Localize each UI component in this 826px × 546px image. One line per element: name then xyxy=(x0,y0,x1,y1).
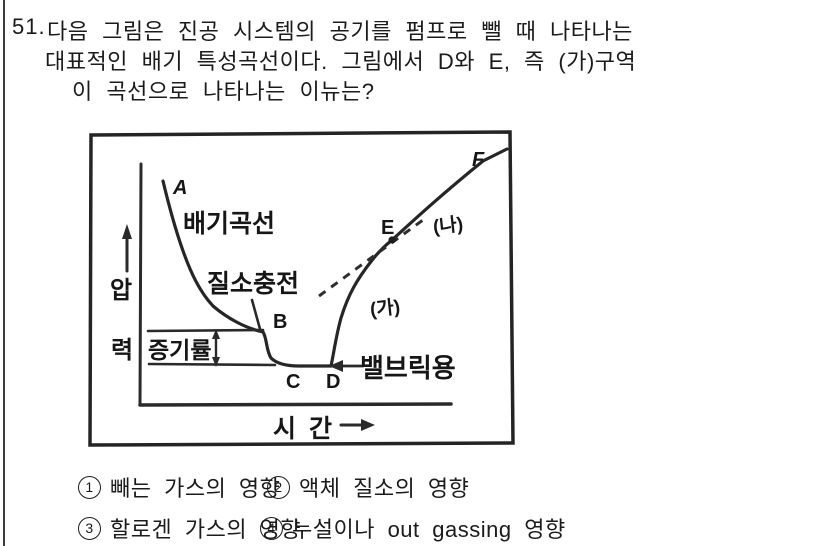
point-label-f: F xyxy=(472,149,485,171)
point-label-e: E xyxy=(381,217,394,239)
question-text-line2: 대표적인 배기 특성곡선이다. 그림에서 D와 E, 즉 (가)구역 xyxy=(45,49,637,74)
figure-svg: 압 력 시 간 배기곡선 질소충전 증기률 밸브릭용 (가) (나) A B C… xyxy=(88,130,515,447)
option-2-circle: 2 xyxy=(267,475,290,499)
question-text-line1: 다음 그림은 진공 시스템의 공기를 펌프로 뺄 때 나타나는 xyxy=(47,19,633,44)
region-ga-label: (가) xyxy=(369,296,401,321)
option-4-circle: 4 xyxy=(260,516,283,540)
point-label-c: C xyxy=(286,371,300,393)
option-1-circle: 1 xyxy=(78,475,101,499)
vapor-lower-line xyxy=(147,362,277,367)
nitrogen-pointer-line xyxy=(250,298,262,331)
point-e-marker xyxy=(388,236,396,244)
figure-frame xyxy=(88,130,515,447)
vapor-rate-label: 증기률 xyxy=(148,337,211,363)
point-label-b: B xyxy=(273,311,287,333)
x-axis xyxy=(138,402,453,407)
x-axis-label: 시 간 xyxy=(273,415,335,443)
vapor-upper-line xyxy=(146,328,265,333)
y-axis xyxy=(138,162,143,407)
vapor-range-arrow-down-icon xyxy=(212,357,220,367)
rise-curve xyxy=(329,147,509,368)
answer-option-4: 4 누설이나 out gassing 영향 xyxy=(260,512,566,544)
y-axis-label-top: 압 xyxy=(110,277,132,304)
answer-option-2: 2 액체 질소의 영향 xyxy=(267,471,469,503)
option-4-text: 누설이나 out gassing 영향 xyxy=(292,517,566,542)
y-axis-label-bottom: 력 xyxy=(111,337,133,364)
nitrogen-charge-label: 질소충전 xyxy=(207,270,299,298)
region-na-label: (나) xyxy=(432,213,464,238)
option-1-text: 빼는 가스의 영향 xyxy=(110,476,281,501)
question-number: 51. xyxy=(12,14,46,39)
figure-pumpdown-curve: 압 력 시 간 배기곡선 질소충전 증기률 밸브릭용 (가) (나) A B C… xyxy=(85,128,518,450)
page-left-border xyxy=(3,0,5,546)
exhaust-curve-label: 배기곡선 xyxy=(183,210,275,238)
vapor-range-arrow-up-icon xyxy=(212,329,220,339)
point-label-a: A xyxy=(172,177,187,199)
point-label-d: D xyxy=(326,371,340,393)
pressure-axis-arrow-head-icon xyxy=(122,224,132,239)
question-text-line3: 이 곡선으로 나타나는 이뉴는? xyxy=(72,79,375,104)
option-3-circle: 3 xyxy=(78,516,101,540)
valve-action-label: 밸브릭용 xyxy=(360,353,456,383)
answer-option-1: 1 빼는 가스의 영향 xyxy=(78,471,280,503)
time-arrow-head-icon xyxy=(361,419,375,431)
valve-arrow-head-icon xyxy=(329,360,343,372)
tangent-dashed-line xyxy=(318,215,428,298)
pumpdown-curve xyxy=(161,179,333,368)
option-2-text: 액체 질소의 영향 xyxy=(299,476,470,501)
